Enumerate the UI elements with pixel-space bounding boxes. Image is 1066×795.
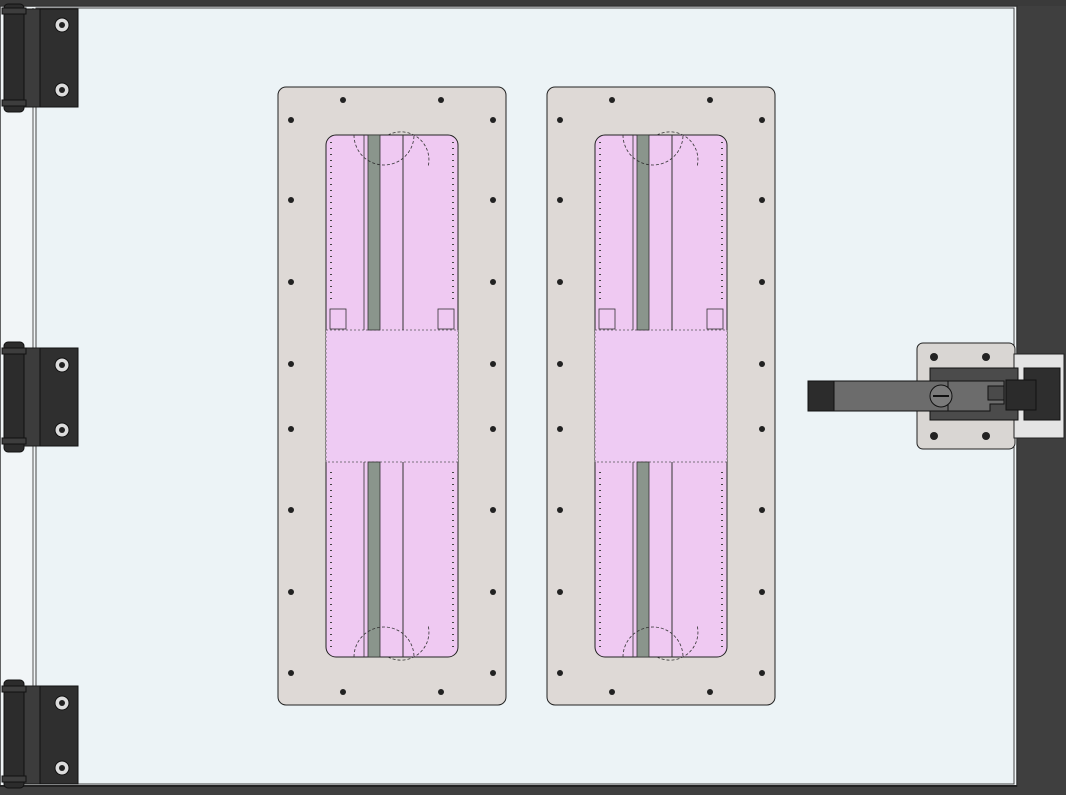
hinge-bottom: [1, 679, 79, 789]
hinge-middle: [1, 341, 79, 453]
hinge-top: [1, 3, 79, 113]
window-right: [546, 86, 776, 706]
top-edge: [0, 0, 1066, 6]
window-left: [277, 86, 507, 706]
door-latch: [807, 342, 1065, 450]
